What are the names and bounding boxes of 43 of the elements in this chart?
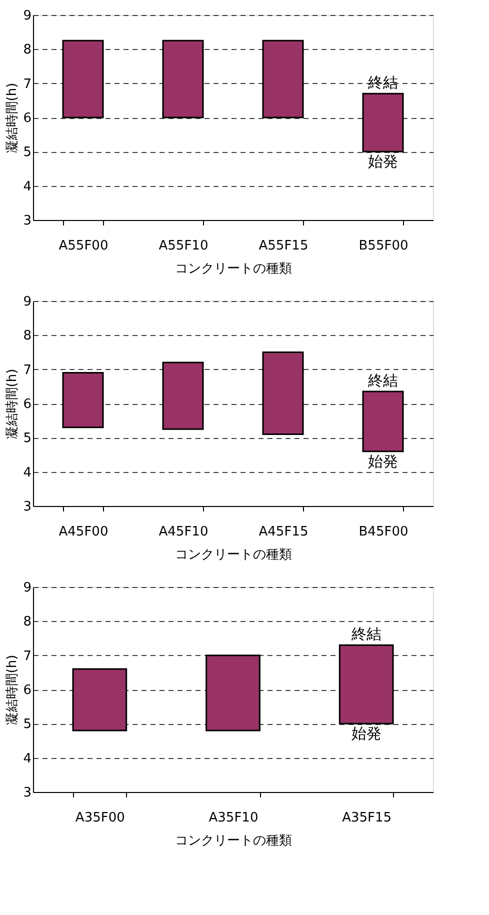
y-tick-label: 3: [23, 500, 32, 514]
y-axis-title: 凝結時間(h): [5, 368, 20, 440]
x-tick-label: A35F00: [75, 810, 125, 826]
x-axis-title: コンクリートの種類: [175, 548, 292, 562]
annotation: 始発: [368, 152, 398, 171]
y-tick-label: 3: [23, 786, 32, 800]
y-tick-label: 8: [23, 328, 32, 344]
x-tick-label: A35F15: [342, 810, 392, 826]
annotation: 終結: [350, 625, 382, 644]
x-tick-label: A55F10: [158, 238, 208, 254]
annotation: 始発: [351, 724, 382, 743]
y-tick-label: 6: [23, 111, 32, 126]
y-tick-label: 4: [23, 751, 32, 766]
y-axis-title: 凝結時間(h): [5, 82, 20, 154]
y-tick-label: 4: [23, 179, 32, 194]
y-tick-label: 4: [23, 465, 32, 480]
y-tick-label: 5: [23, 431, 32, 446]
x-tick-label: A45F00: [58, 524, 108, 540]
y-tick-label: 9: [23, 8, 32, 24]
y-tick-label: 5: [23, 145, 32, 160]
annotation: 始発: [368, 452, 398, 470]
x-axis-title: コンクリートの種類: [175, 834, 292, 848]
x-tick-label: B45F00: [358, 524, 408, 540]
annotation: 終結: [367, 372, 398, 390]
x-tick-label: A35F10: [208, 810, 258, 826]
y-tick-label: 9: [23, 580, 32, 596]
y-tick-label: 5: [23, 717, 32, 732]
x-tick-label: B55F00: [358, 238, 408, 254]
y-tick-label: 7: [23, 76, 32, 92]
y-tick-label: 9: [23, 294, 32, 310]
y-axis-title: 凝結時間(h): [5, 654, 20, 726]
y-tick-label: 3: [23, 214, 32, 228]
x-tick-label: A45F15: [258, 524, 308, 540]
x-tick-label: A55F15: [258, 238, 308, 254]
y-tick-label: 7: [23, 648, 32, 664]
y-tick-label: 7: [23, 362, 32, 378]
y-tick-label: 6: [23, 683, 32, 698]
y-tick-label: 8: [23, 614, 32, 630]
y-tick-label: 6: [23, 397, 32, 412]
y-tick-label: 8: [23, 42, 32, 58]
x-tick-label: A55F00: [58, 238, 108, 254]
x-axis-title: コンクリートの種類: [175, 262, 292, 276]
x-tick-label: A45F10: [158, 524, 208, 540]
